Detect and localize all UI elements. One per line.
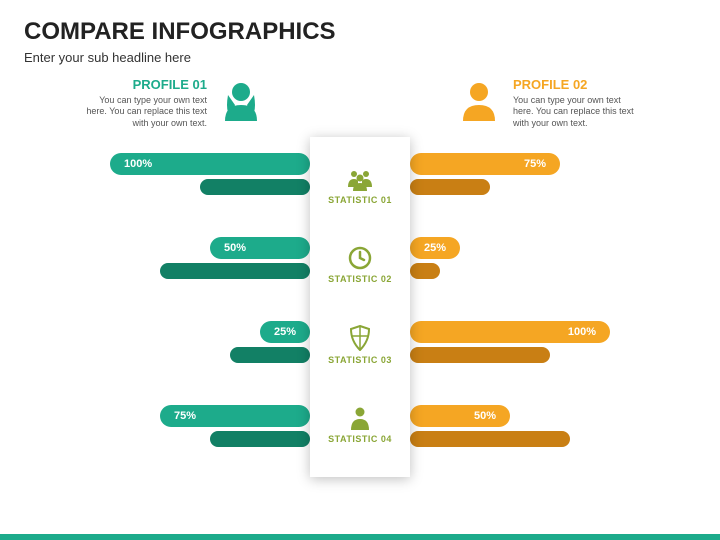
- bar-left-secondary-0: [200, 179, 310, 195]
- footer-bar: [0, 534, 720, 540]
- person-icon: [349, 406, 371, 430]
- group-icon: [347, 169, 373, 191]
- comparison-chart: 100%75%50%25%25%100%75%50% STATISTIC 01S…: [0, 137, 720, 477]
- bar-right-secondary-0: [410, 179, 490, 195]
- profiles-row: PROFILE 01 You can type your own text he…: [0, 77, 720, 129]
- subtitle: Enter your sub headline here: [0, 50, 720, 65]
- bar-right-primary-1: 25%: [410, 237, 460, 259]
- clock-icon: [348, 246, 372, 270]
- bar-left-primary-2: 25%: [260, 321, 310, 343]
- bar-left-primary-1: 50%: [210, 237, 310, 259]
- bar-right-primary-3: 50%: [410, 405, 510, 427]
- stat-label-0: STATISTIC 01: [328, 195, 392, 205]
- profile-right-icon: [455, 77, 503, 125]
- bar-right-secondary-1: [410, 263, 440, 279]
- bar-left-secondary-3: [210, 431, 310, 447]
- profile-left: PROFILE 01 You can type your own text he…: [45, 77, 265, 129]
- profile-left-desc: You can type your own text here. You can…: [77, 95, 207, 129]
- bar-right-secondary-3: [410, 431, 570, 447]
- stat-label-3: STATISTIC 04: [328, 434, 392, 444]
- bar-left-primary-0: 100%: [110, 153, 310, 175]
- profile-right-title: PROFILE 02: [513, 77, 643, 92]
- stat-item-1: STATISTIC 02: [328, 246, 392, 284]
- bar-right-primary-0: 75%: [410, 153, 560, 175]
- stat-label-2: STATISTIC 03: [328, 355, 392, 365]
- main-title: COMPARE INFOGRAPHICS: [0, 0, 720, 50]
- profile-left-title: PROFILE 01: [77, 77, 207, 92]
- bar-left-secondary-2: [230, 347, 310, 363]
- shield-icon: [349, 325, 371, 351]
- center-column: STATISTIC 01 STATISTIC 02 STATISTIC 03 STAT…: [310, 137, 410, 477]
- bar-right-primary-2: 100%: [410, 321, 610, 343]
- bar-right-secondary-2: [410, 347, 550, 363]
- bar-left-primary-3: 75%: [160, 405, 310, 427]
- stat-label-1: STATISTIC 02: [328, 274, 392, 284]
- stat-item-3: STATISTIC 04: [328, 406, 392, 444]
- bar-left-secondary-1: [160, 263, 310, 279]
- profile-left-icon: [217, 77, 265, 125]
- profile-right: PROFILE 02 You can type your own text he…: [455, 77, 675, 129]
- stat-item-0: STATISTIC 01: [328, 169, 392, 205]
- stat-item-2: STATISTIC 03: [328, 325, 392, 365]
- profile-right-desc: You can type your own text here. You can…: [513, 95, 643, 129]
